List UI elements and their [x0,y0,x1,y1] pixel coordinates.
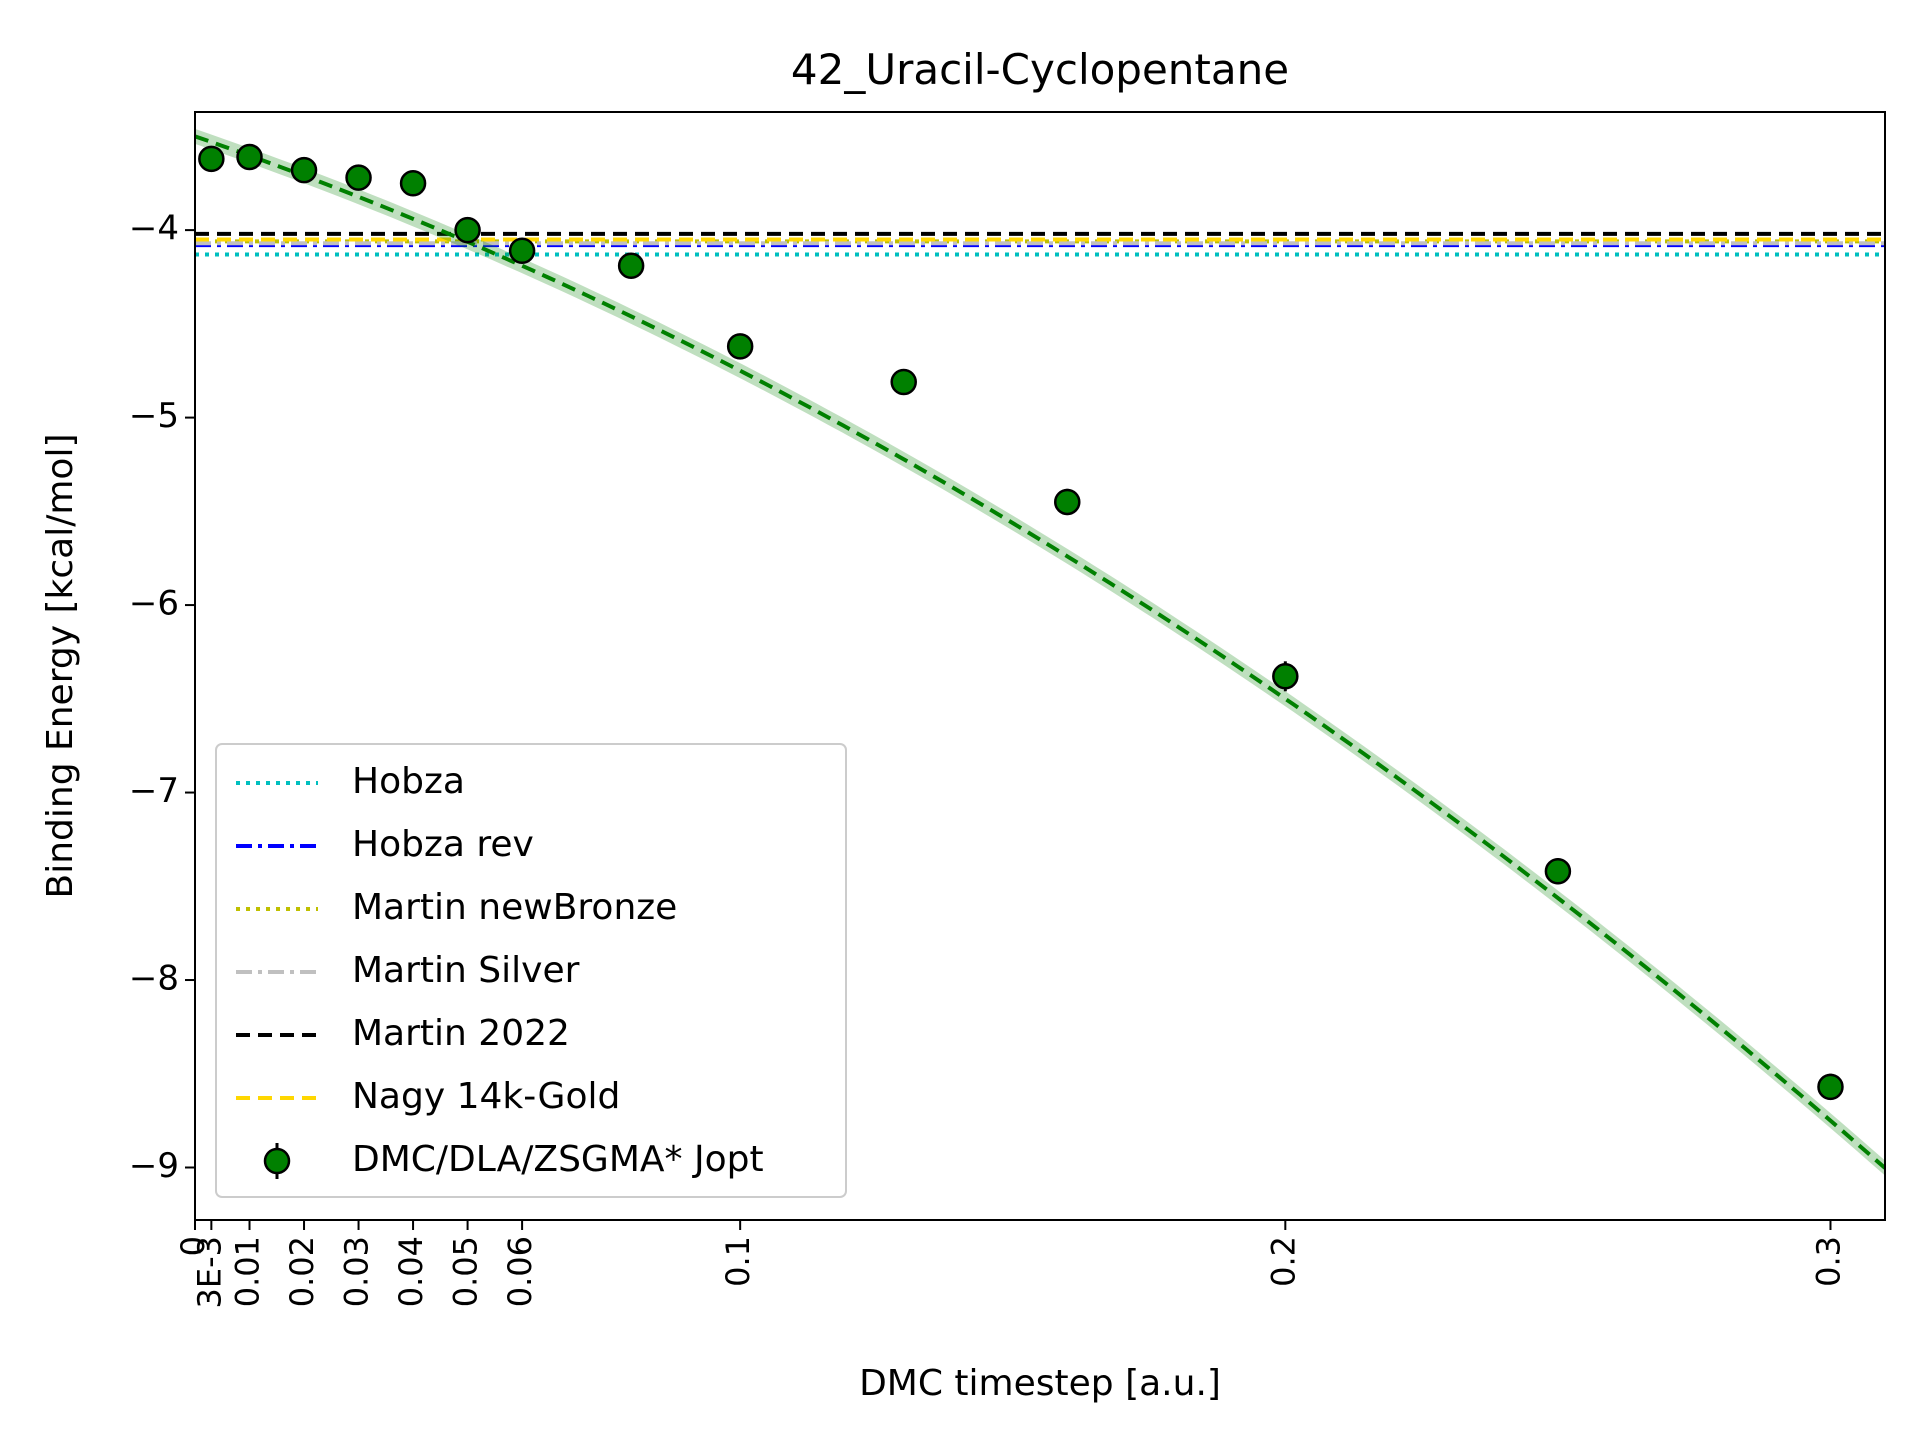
legend-swatch [263,1147,291,1175]
x-tick-label: 0.04 [392,1236,430,1307]
chart-title: 42_Uracil-Cyclopentane [791,45,1289,94]
legend: Hobza Hobza rev Martin newBronze Martin Sil… [215,743,847,1198]
x-tick-label: 0.2 [1264,1236,1302,1287]
x-tick-label: 0.03 [338,1236,376,1307]
x-tick-label: 0.01 [229,1236,267,1307]
data-point [1817,1073,1844,1101]
legend-label: Martin 2022 [352,1013,570,1054]
legend-label: Martin newBronze [352,887,677,928]
legend-label: Hobza [352,761,465,802]
y-axis-label: Binding Energy [kcal/mol] [40,434,81,899]
x-tick-label: 0.02 [283,1236,321,1307]
data-point [1544,858,1572,885]
x-axis: 03E-3 0.01 0.02 0.03 0.04 0.05 0.06 0.1 0.2 0.3 [174,1220,1848,1308]
data-point [236,143,263,171]
x-tick-label: 0.05 [447,1236,485,1307]
legend-label: Martin Silver [352,950,580,991]
plot-frame [194,111,1886,1221]
y-tick-label: −5 [129,396,179,436]
x-axis-label: DMC timestep [a.u.] [859,1363,1221,1404]
data-point [726,333,754,360]
x-tick-label: 0.06 [501,1236,539,1307]
legend-label: DMC/DLA/ZSGMA* Jopt [352,1139,764,1180]
y-axis: −4 −5 −6 −7 −8 −9 [129,209,195,1186]
x-tick-label: 3E-3 [190,1236,228,1308]
data-point [399,169,427,197]
data-point [1054,488,1081,516]
data-point [508,237,536,264]
y-tick-label: −6 [129,584,179,624]
x-tick-label: 0.1 [719,1236,757,1287]
data-point [290,156,318,184]
x-tick-label: 0.3 [1810,1236,1848,1287]
legend-label: Nagy 14k-Gold [352,1076,620,1117]
x-tick-label: 0 [174,1236,212,1256]
y-tick-label: −8 [129,959,179,999]
y-tick-label: −7 [129,771,179,811]
data-point [617,252,645,279]
data-point [345,164,372,191]
data-point [890,368,917,396]
legend-label: Hobza rev [352,824,534,865]
y-tick-label: −9 [129,1146,179,1186]
data-point [454,216,481,244]
data-point [198,145,225,173]
data-point [1272,663,1299,690]
y-tick-label: −4 [129,209,179,249]
legend-box [215,743,847,1198]
